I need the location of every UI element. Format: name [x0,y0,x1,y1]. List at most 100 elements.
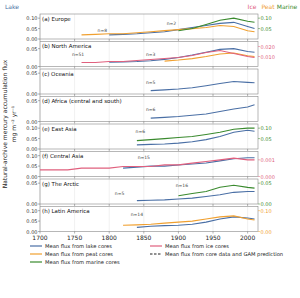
x-tick [143,122,144,124]
y-tick [38,204,40,205]
panel-title: (d) Africa (central and south) [42,98,122,104]
annotation: n=14 [131,212,143,217]
x-tick [40,67,41,69]
x-tick [178,39,179,41]
grid-line [178,97,179,122]
grid-line [143,124,144,149]
plot-frame [40,69,258,94]
x-tick [40,149,41,151]
panel: 0.000.050.000.05(g) The Arcticn=5n=16 [26,179,271,207]
y-tick-label: 0.10 [26,153,37,159]
grid-line [247,69,248,94]
series-line [151,105,255,118]
y2-tick-label: 0.10 [261,208,272,214]
series-group [137,185,255,200]
legend: Mean flux from lake coresMean flux from … [30,243,283,265]
grid-line [178,152,179,177]
panel: 0.000.050.0100.020(b) North American=51n… [26,42,274,70]
x-tick [109,94,110,96]
y-tick [38,73,40,74]
y-tick [38,210,40,211]
legend-swatch [30,261,42,262]
y-tick-label: 0.10 [26,125,37,131]
legend-label: Mean flux from marine cores [45,259,120,265]
grid-line [143,207,144,232]
grid-line [213,97,214,122]
x-tick [74,149,75,151]
grid-line [178,14,179,39]
legend-swatch [150,253,162,254]
axis-header: Peat [261,3,275,10]
y-tick-label: 0.05 [26,70,37,76]
grid-line [143,42,144,67]
plot-frame [40,207,258,232]
y-tick [38,176,40,177]
series-group [151,105,255,118]
x-tick [109,67,110,69]
grid-line [247,97,248,122]
x-tick [178,122,179,124]
y-tick [38,128,40,129]
panel-title: (c) Oceania [42,71,74,77]
grid-line [74,14,75,39]
x-tick [143,177,144,179]
series-line [123,216,254,225]
grid-line [213,42,214,67]
annotation: n=6 [146,107,156,112]
y-tick [38,231,40,232]
y2-tick-label: 0.05 [261,180,272,186]
x-tick [74,204,75,206]
y-tick-label: 0.05 [26,218,37,224]
y2-tick-label: 0.00 [261,229,272,235]
y-axis-label: mg m⁻² yr⁻¹ [10,105,18,142]
legend-swatch [30,245,42,246]
x-tick [40,122,41,124]
x-tick [213,177,214,179]
y-tick [38,48,40,49]
y2-tick-label: 0.020 [261,44,275,50]
series-line [178,185,254,195]
x-tick [213,122,214,124]
y-tick [38,149,40,150]
panel-title: (h) Latin America [42,208,90,214]
x-tick [40,39,41,41]
x-tick [74,122,75,124]
y-tick [38,100,40,101]
panel: 0.000.05(c) Oceanian=5 [26,69,258,97]
x-tick-label: 1850 [136,234,151,241]
y-tick [38,183,40,184]
legend-label: Mean flux from ice cores [165,243,229,249]
y-tick-label: 0.00 [26,36,37,42]
series-group [123,216,254,227]
series-line [137,217,255,227]
grid-line [178,207,179,232]
legend-swatch [30,253,42,254]
axis-header: Ice [248,3,257,10]
y-axis-label: Natural-archive mercury accumulation flu… [1,59,9,188]
y-tick [38,94,40,95]
x-tick [74,67,75,69]
y2-tick-label: 0.010 [261,54,275,60]
grid-line [213,152,214,177]
annotation: n=5 [115,191,125,196]
plot-frame [40,179,258,204]
x-tick [143,39,144,41]
y-tick [38,138,40,139]
series-line [40,158,255,170]
annotation: n=51 [72,52,84,57]
annotation: n=16 [176,183,188,188]
x-tick [109,122,110,124]
series-group [82,49,255,63]
y-tick-label: 0.00 [26,174,37,180]
x-tick [143,67,144,69]
annotation: n=6 [136,129,146,134]
panel: 0.000.050.100.050.10(e) East Asian=6 [26,124,271,152]
y-tick-label: 0.00 [26,64,37,70]
annotation: n=5 [146,80,156,85]
x-tick [178,94,179,96]
plot-frame [40,124,258,149]
grid-line [178,42,179,67]
grid-line [109,207,110,232]
x-tick [74,177,75,179]
x-tick [247,122,248,124]
